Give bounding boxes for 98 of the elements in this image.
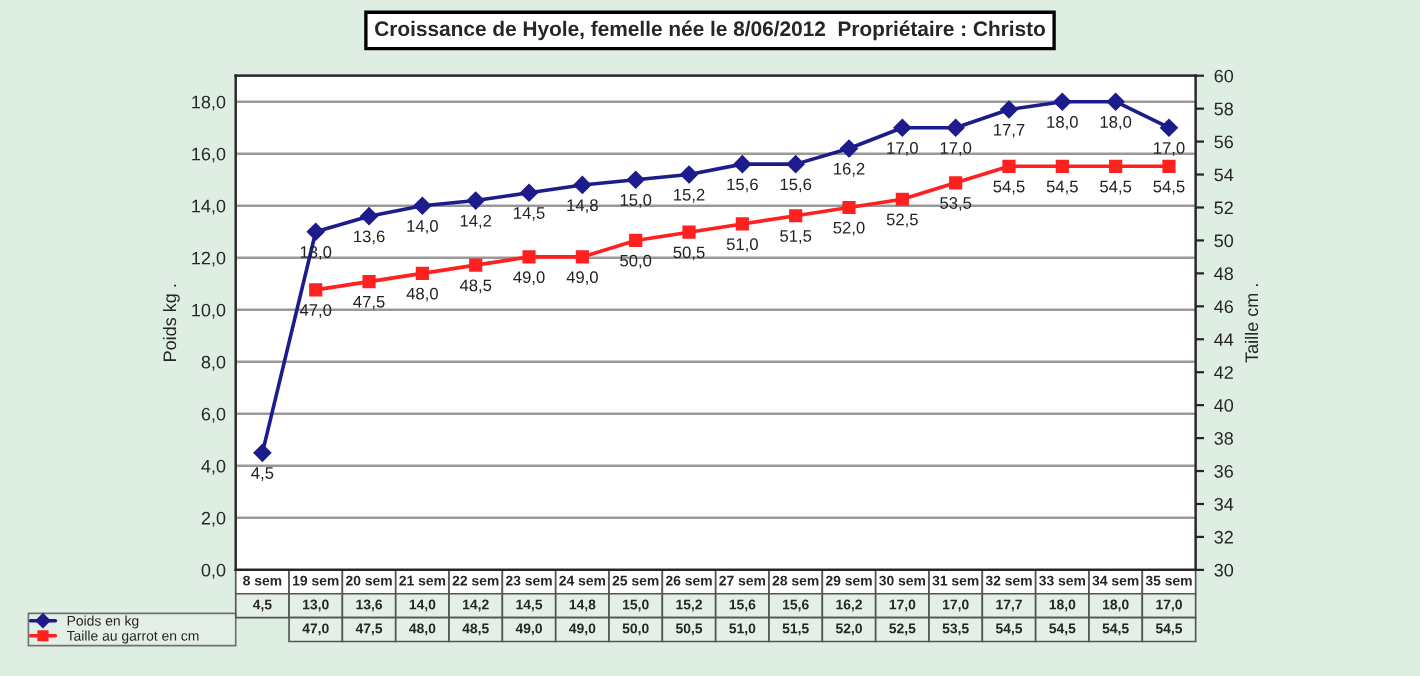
y2-tick-label: 46 [1214,300,1233,314]
text: 15,6 [727,178,758,193]
y-axis-title: Poids kg . [162,284,180,361]
text: 47,0 [299,304,332,318]
point [1000,100,1018,119]
point [735,217,749,231]
y2-axis-title: Taille cm . [1244,284,1259,363]
text: 53,5 [940,197,972,211]
y-tick-label: 18,0 [192,95,226,111]
y-tick-label: 10,0 [192,303,226,319]
text: 17,7 [994,124,1025,138]
text: 49,0 [513,271,545,285]
text: 54,5 [1153,180,1185,195]
point [1109,159,1123,173]
y-tick-label: 6,0 [201,407,226,423]
y2-tick-label: 36 [1214,464,1233,478]
y2-tick-label: 50 [1214,234,1234,248]
text: 54,5 [1100,180,1132,195]
y-tick-label: 0,0 [201,563,226,579]
point [946,118,965,137]
y2-tick-label: 52 [1214,201,1233,215]
point [522,250,536,264]
point [573,176,592,194]
point [415,266,429,280]
y-tick-label: 14,0 [192,199,226,215]
text: 18,0 [1100,116,1132,130]
text: 50,0 [620,254,652,269]
point [840,139,858,158]
chart-title: Croissance de Hyole, femelle née le 8/06/2012 Propriétaire : Christo [375,20,1045,41]
text: 54,5 [993,180,1025,195]
text: 16,2 [834,162,865,177]
point [360,207,378,226]
point [786,155,805,174]
point [575,250,589,264]
text: 50,5 [673,246,705,261]
point [1002,159,1016,173]
text: 14,8 [567,199,598,214]
text: 15,6 [780,178,812,193]
text: 49,0 [566,271,598,285]
y2-tick-label: 48 [1214,267,1233,281]
y-tick-label: 16,0 [192,147,226,163]
point [520,183,538,202]
text: 14,5 [514,207,545,221]
y2-tick-label: 60 [1214,69,1234,83]
y-tick-label: 12,0 [192,251,226,267]
text: 17,0 [1154,142,1185,156]
text: 48,5 [459,279,492,294]
text: 14,2 [460,214,492,229]
point [626,170,645,189]
text: 54,5 [1046,180,1078,195]
text: 17,0 [887,142,918,156]
point [789,209,803,223]
point [1106,92,1125,111]
point [309,283,323,297]
text: 47,5 [353,296,385,310]
text: 51,0 [726,238,758,253]
text: 17,0 [940,142,972,156]
text: 18,0 [1047,116,1078,130]
point [1160,118,1178,137]
text: 4,5 [251,467,274,481]
y2-tick-label: 38 [1214,432,1233,445]
text: 52,0 [833,221,865,236]
text: 51,5 [780,230,812,244]
point [306,222,325,241]
point [682,225,696,239]
y2-tick-label: 42 [1214,366,1233,379]
point [362,275,376,289]
y2-tick-label: 44 [1214,333,1234,346]
y2-tick-label: 32 [1214,530,1233,544]
y2-tick-label: 56 [1214,135,1233,149]
text: 15,2 [674,188,705,203]
point [253,443,272,462]
y-tick-label: 8,0 [201,355,226,371]
text: 14,0 [407,220,438,234]
point [629,233,643,248]
y2-tick-label: 54 [1214,168,1234,182]
y2-tick-label: 58 [1214,102,1233,116]
text: 13,6 [354,230,385,245]
point [466,191,485,210]
text: 15,0 [620,194,652,208]
y2-tick-label: 40 [1214,399,1234,412]
point [469,258,483,272]
y-tick-label: 4,0 [201,459,226,475]
point [1053,92,1072,111]
point [413,196,432,215]
point [895,192,909,206]
y2-tick-label: 34 [1214,497,1234,511]
point [733,155,752,174]
y2-tick-label: 30 [1214,563,1234,577]
point [1055,159,1069,173]
text: 48,0 [406,287,438,302]
point [893,118,912,137]
point [949,176,963,190]
point [842,200,856,215]
text: 52,5 [886,213,918,228]
point [1162,159,1176,173]
y-tick-label: 2,0 [201,511,226,527]
point [680,165,698,184]
